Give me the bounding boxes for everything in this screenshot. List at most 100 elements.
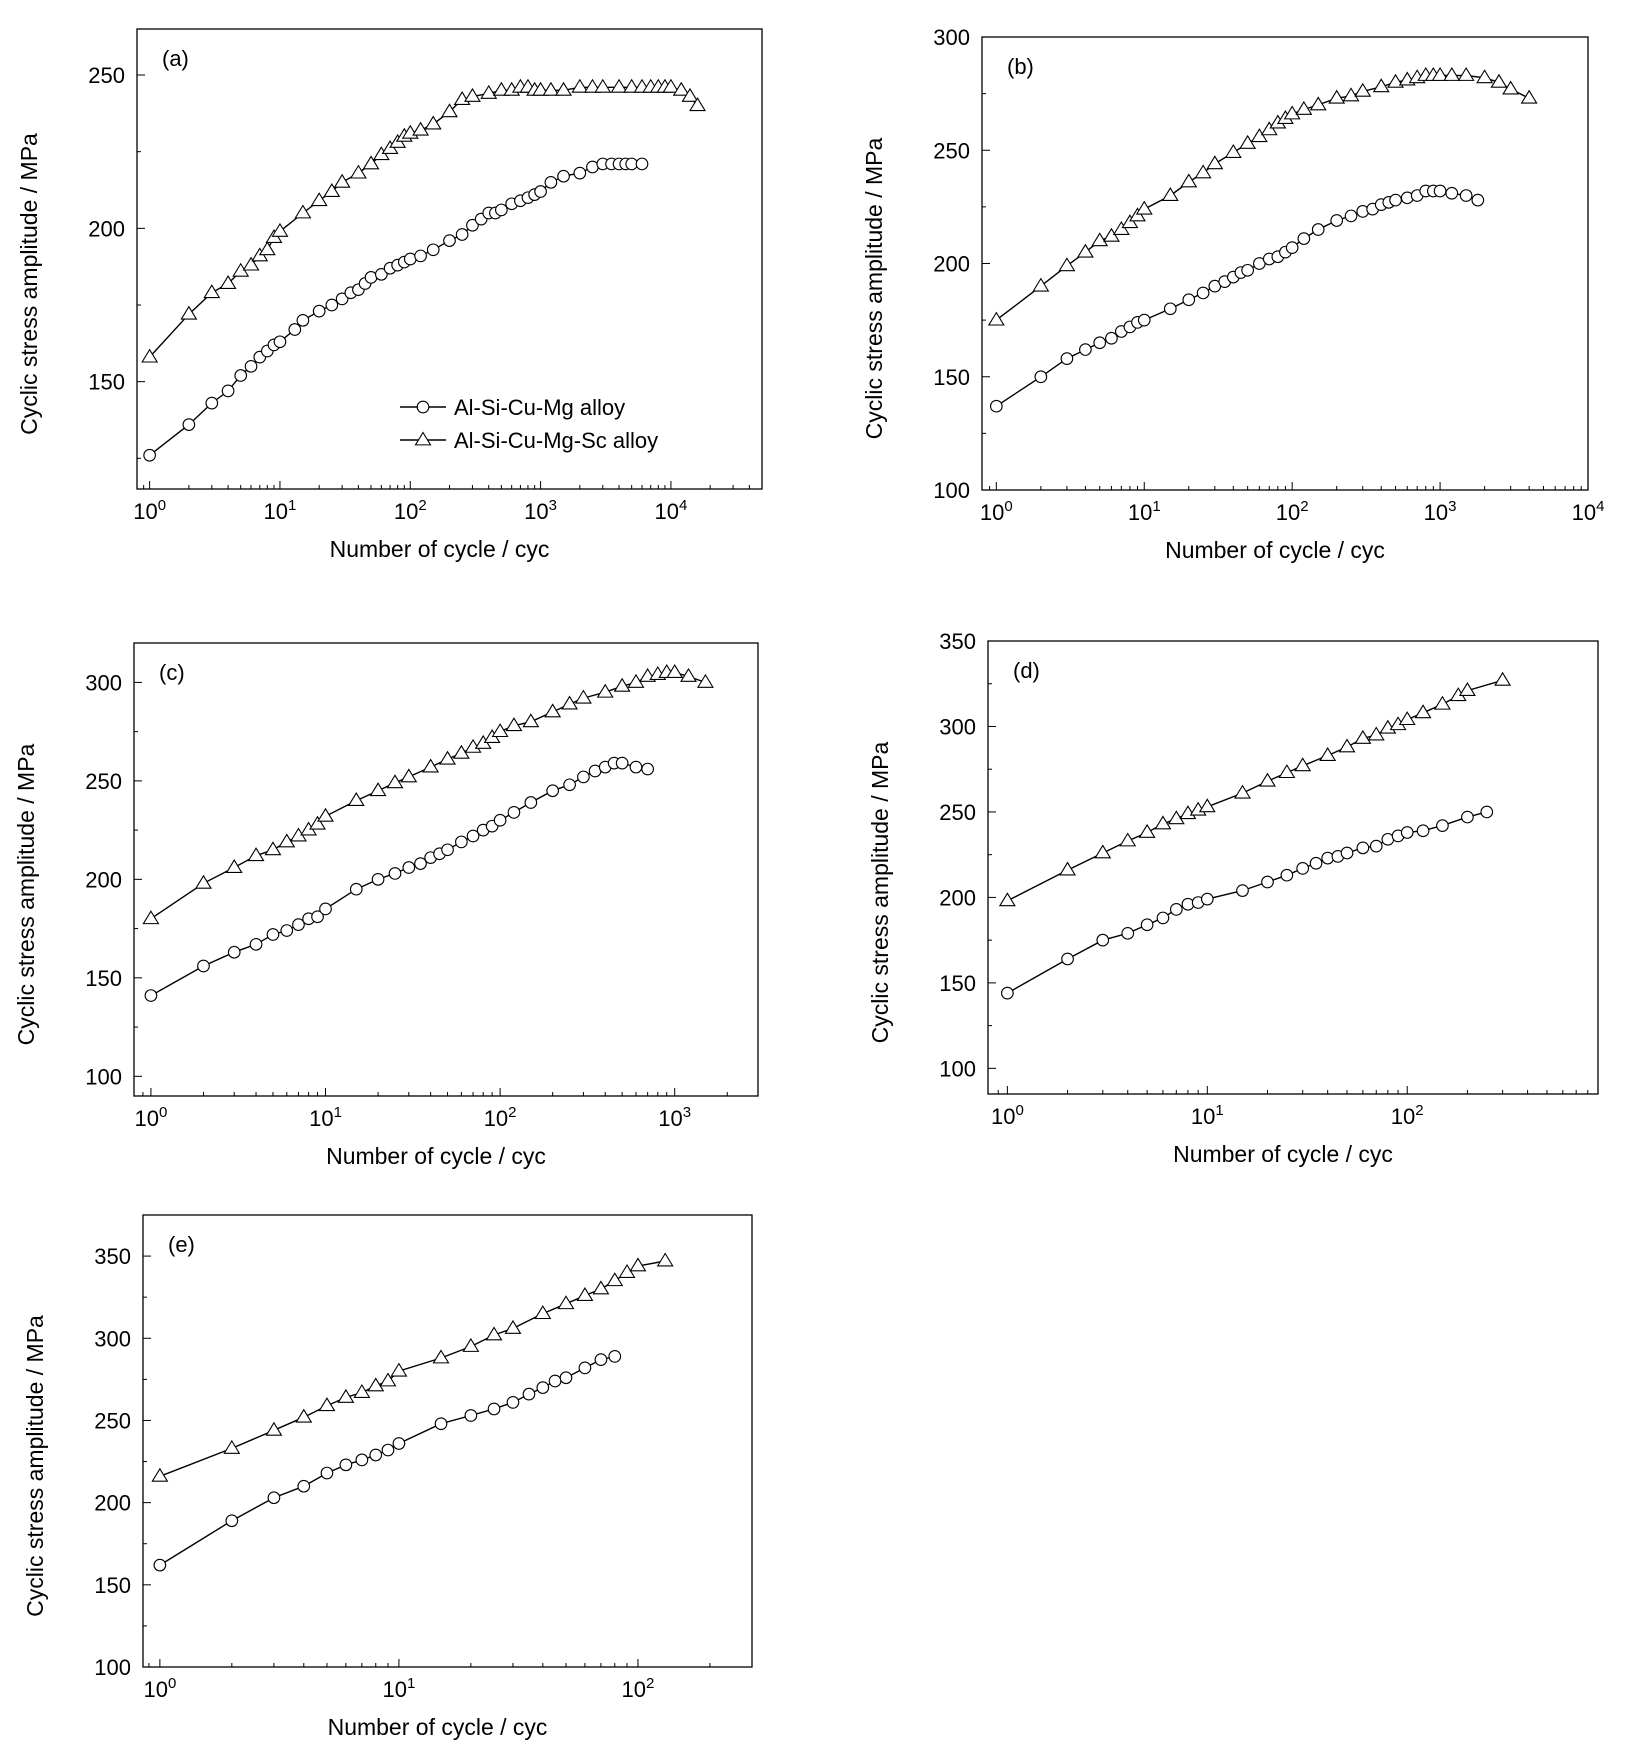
data-point-triangle <box>1372 78 1390 93</box>
data-point-circle <box>507 806 521 819</box>
legend-circle-icon <box>416 400 430 414</box>
data-point-triangle <box>439 750 457 765</box>
data-point-circle <box>493 813 507 827</box>
data-point-triangle <box>1502 80 1520 95</box>
data-point-triangle <box>1494 671 1512 686</box>
data-point-triangle <box>1398 711 1416 726</box>
x-tick-label: 100 <box>143 1675 176 1702</box>
data-point-triangle <box>1342 87 1360 102</box>
data-point-triangle <box>1194 164 1212 179</box>
data-point-circle <box>464 1409 478 1422</box>
data-point-circle <box>267 1491 281 1505</box>
data-point-triangle <box>142 910 160 925</box>
series-line <box>995 190 1479 407</box>
data-point-circle <box>296 313 310 327</box>
data-point-triangle <box>242 256 260 271</box>
x-tick-label: 103 <box>524 497 557 524</box>
data-point-circle <box>487 1402 501 1416</box>
data-point-circle <box>594 1353 608 1366</box>
data-point-triangle <box>247 847 265 862</box>
data-point-circle <box>443 234 456 247</box>
data-point-circle <box>249 937 263 951</box>
data-point-triangle <box>680 667 697 682</box>
series-triangle <box>987 66 1538 326</box>
data-point-circle <box>1285 241 1299 254</box>
data-point-circle <box>608 1350 622 1363</box>
data-point-circle <box>320 1466 334 1480</box>
data-point-circle <box>1140 918 1154 932</box>
plot-frame <box>987 640 1599 1095</box>
data-point-triangle <box>317 807 334 822</box>
data-point-circle <box>1400 826 1414 839</box>
data-point-triangle <box>1180 173 1198 188</box>
data-point-circle <box>1093 336 1107 350</box>
data-point-triangle <box>666 663 684 678</box>
data-point-triangle <box>1354 82 1372 97</box>
data-point-triangle <box>987 311 1005 326</box>
x-tick-label: 101 <box>309 1104 342 1131</box>
data-point-triangle <box>532 81 550 96</box>
data-point-circle <box>1236 884 1249 897</box>
data-point-triangle <box>441 103 458 118</box>
data-point-triangle <box>557 1295 575 1310</box>
y-tick-label: 100 <box>933 478 970 503</box>
data-point-triangle <box>1338 738 1356 753</box>
y-tick-label: 250 <box>85 769 122 794</box>
data-point-triangle <box>432 1349 450 1364</box>
panel-label: (b) <box>1007 54 1034 79</box>
x-tick-label: 104 <box>654 497 687 524</box>
data-point-circle <box>495 203 508 217</box>
chart-panel-c: 100 101 102 103 100 150 200 250 300 Number of cyc… <box>13 642 759 1169</box>
data-point-circle <box>1321 851 1335 865</box>
series-circle <box>153 1350 622 1572</box>
data-point-triangle <box>318 1397 336 1412</box>
y-tick-label: 200 <box>85 867 122 892</box>
data-point-triangle <box>522 713 540 728</box>
data-point-triangle <box>583 78 601 93</box>
data-point-circle <box>143 448 156 462</box>
data-point-circle <box>319 902 332 916</box>
y-tick-label: 150 <box>94 1573 131 1598</box>
data-point-triangle <box>294 204 312 219</box>
x-tick-label: 102 <box>484 1104 517 1131</box>
data-point-circle <box>615 756 629 770</box>
y-tick-label: 250 <box>933 138 970 163</box>
data-point-circle <box>1200 892 1214 906</box>
data-point-triangle <box>1259 772 1276 787</box>
data-point-circle <box>325 298 339 312</box>
data-point-circle <box>349 882 363 896</box>
x-tick-label: 102 <box>394 497 427 524</box>
panel-label: (a) <box>162 46 189 71</box>
plot-frame <box>133 642 759 1097</box>
y-axis-title: Cyclic stress amplitude / MPa <box>16 133 42 435</box>
y-tick-label: 150 <box>85 966 122 991</box>
data-point-circle <box>312 304 326 318</box>
data-point-triangle <box>180 305 198 320</box>
x-axis-title: Number of cycle / cyc <box>328 1714 548 1740</box>
plot-frame <box>142 1214 753 1668</box>
data-point-triangle <box>1278 764 1296 779</box>
y-tick-label: 200 <box>939 885 976 910</box>
data-point-circle <box>1330 214 1344 227</box>
data-point-triangle <box>264 841 282 856</box>
data-point-circle <box>1196 286 1210 300</box>
data-point-circle <box>1311 223 1325 236</box>
data-point-circle <box>434 1417 448 1431</box>
data-point-triangle <box>1328 89 1346 104</box>
data-point-triangle <box>347 792 365 806</box>
data-point-circle <box>466 829 480 843</box>
data-point-triangle <box>1112 220 1130 235</box>
y-tick-label: 300 <box>933 25 970 50</box>
data-point-triangle <box>151 1467 169 1482</box>
data-point-circle <box>1459 189 1473 202</box>
data-point-circle <box>536 1381 550 1394</box>
data-point-triangle <box>1354 729 1372 744</box>
data-point-triangle <box>998 892 1016 907</box>
x-tick-label: 103 <box>658 1104 691 1131</box>
data-point-triangle <box>219 274 237 289</box>
data-point-circle <box>522 1387 536 1401</box>
data-point-triangle <box>1520 89 1538 104</box>
data-point-circle <box>1163 302 1177 316</box>
data-point-triangle <box>1443 66 1461 81</box>
data-point-triangle <box>491 723 509 738</box>
